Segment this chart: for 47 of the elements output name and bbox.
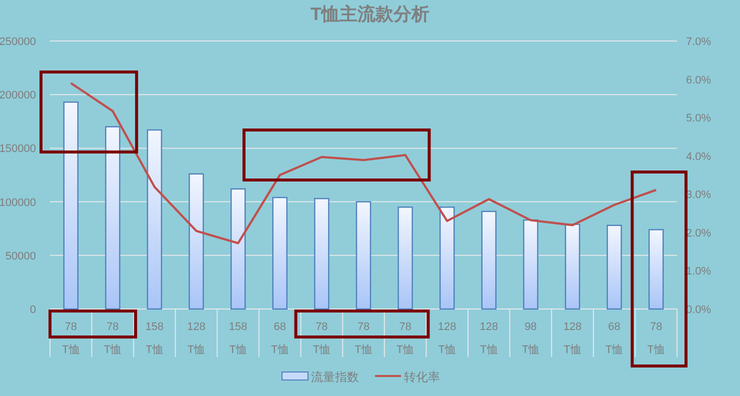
chart-title: T恤主流款分析 [310,4,430,24]
bar [272,196,288,310]
bar [146,129,162,310]
legend-label: 转化率 [404,370,440,384]
x-tick-label: 98 T恤 [522,321,540,356]
bar [648,229,664,310]
x-tick-label: 78 T恤 [647,321,665,356]
x-tick-label: 68 T恤 [271,321,289,356]
x-tick-label: 78 T恤 [354,321,372,356]
bar [105,126,120,310]
y2-tick-label: 2.0% [686,227,712,240]
y2-tick-label: 1.0% [686,266,712,278]
bar [356,201,372,310]
y2-tick-label: 6.0% [686,74,712,86]
y2-tick-label: 4.0% [686,150,712,163]
bar [230,188,246,310]
y-tick-label: 0 [30,304,36,316]
x-tick-label: 158 T恤 [228,321,248,356]
bar [188,173,204,310]
bar [63,102,78,310]
legend-label: 流量指数 [311,370,359,384]
x-tick-label: 128 T恤 [480,321,498,356]
bar [523,219,538,310]
x-tick-label: 78 T恤 [396,321,414,356]
y2-tick-label: 3.0% [686,189,712,202]
bar [398,206,413,310]
y2-tick-label: 5.0% [686,112,712,125]
y-tick-label: 50000 [5,250,36,262]
x-tick-label: 128 T恤 [438,321,456,356]
bar [606,224,622,310]
bar [314,198,330,310]
bar [440,206,455,310]
y-tick-label: 100000 [0,196,36,209]
x-tick-label: 78 T恤 [104,321,122,356]
bar [564,224,580,310]
y-tick-label: 150000 [0,143,36,156]
x-tick-label: 78 T恤 [312,321,331,356]
x-tick-label: 128 T恤 [187,321,206,356]
x-tick-label: 158 T恤 [145,321,164,356]
x-tick-label: 128 T恤 [563,321,582,356]
y2-tick-label: 7.0% [686,36,712,48]
bar [481,210,496,310]
y-tick-label: 250000 [0,36,36,48]
x-tick-label: 68 T恤 [605,321,624,356]
line-series [70,82,658,244]
x-tick-label: 78 T恤 [62,321,80,356]
y-tick-label: 200000 [0,90,36,102]
